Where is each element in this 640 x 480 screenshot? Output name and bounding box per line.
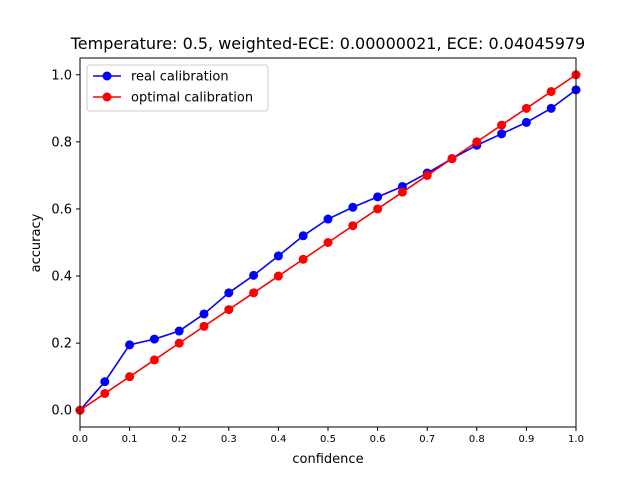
data-point — [323, 214, 333, 224]
data-point — [224, 288, 234, 298]
y-tick-label: 1.0 — [51, 68, 72, 83]
data-point — [100, 388, 110, 398]
series-1 — [75, 70, 581, 415]
legend-label: real calibration — [131, 70, 229, 85]
legend: real calibration optimal calibration — [86, 64, 269, 112]
legend-marker — [102, 71, 112, 81]
y-tick-label: 0.0 — [51, 404, 72, 419]
chart-title: Temperature: 0.5, weighted-ECE: 0.000000… — [70, 34, 585, 53]
x-tick-label: 0.8 — [469, 434, 485, 445]
data-point — [174, 326, 184, 336]
data-point — [249, 288, 259, 298]
y-tick-label: 0.4 — [51, 270, 72, 285]
plot-series-group — [75, 70, 581, 415]
y-tick-label: 0.2 — [51, 337, 72, 352]
data-point — [100, 377, 110, 387]
x-tick-label: 0.0 — [72, 434, 88, 445]
data-point — [373, 204, 383, 214]
y-axis: 0.0 0.2 0.4 0.6 0.8 1.0 — [51, 68, 80, 419]
data-point — [472, 137, 482, 147]
legend-marker — [102, 92, 112, 102]
data-point — [521, 117, 531, 127]
data-point — [125, 340, 135, 350]
x-tick-label: 1.0 — [568, 434, 584, 445]
legend-label: optimal calibration — [131, 91, 253, 106]
data-point — [546, 103, 556, 113]
x-axis-label: confidence — [292, 452, 363, 467]
x-tick-label: 0.1 — [122, 434, 138, 445]
data-point — [125, 372, 135, 382]
x-tick-label: 0.7 — [419, 434, 435, 445]
y-tick-label: 0.8 — [51, 135, 72, 150]
series-0 — [75, 85, 581, 415]
data-point — [273, 251, 283, 261]
data-point — [149, 334, 159, 344]
data-point — [397, 187, 407, 197]
data-point — [323, 238, 333, 247]
data-point — [298, 231, 308, 241]
y-axis-label: accuracy — [29, 213, 44, 272]
data-point — [546, 87, 556, 97]
data-point — [199, 309, 209, 319]
x-axis: 0.0 0.1 0.2 0.3 0.4 0.5 0.6 0.7 0.8 0.9 1.0 — [72, 427, 584, 445]
x-tick-label: 0.6 — [370, 434, 386, 445]
data-point — [373, 192, 383, 202]
x-tick-label: 0.2 — [171, 434, 187, 445]
data-point — [497, 120, 507, 130]
data-point — [348, 202, 358, 212]
data-point — [149, 355, 159, 365]
data-point — [422, 170, 432, 180]
data-point — [298, 254, 308, 264]
x-tick-label: 0.5 — [320, 434, 336, 445]
data-point — [224, 305, 234, 315]
x-tick-label: 0.4 — [270, 434, 286, 445]
x-tick-label: 0.9 — [518, 434, 534, 445]
x-tick-label: 0.3 — [221, 434, 237, 445]
data-point — [273, 271, 283, 281]
data-point — [521, 103, 531, 113]
data-point — [497, 129, 507, 139]
data-point — [447, 154, 457, 164]
data-point — [249, 270, 259, 280]
y-tick-label: 0.6 — [51, 202, 72, 217]
legend-box — [86, 64, 269, 112]
data-point — [174, 338, 184, 348]
data-point — [348, 221, 358, 231]
data-point — [199, 321, 209, 331]
